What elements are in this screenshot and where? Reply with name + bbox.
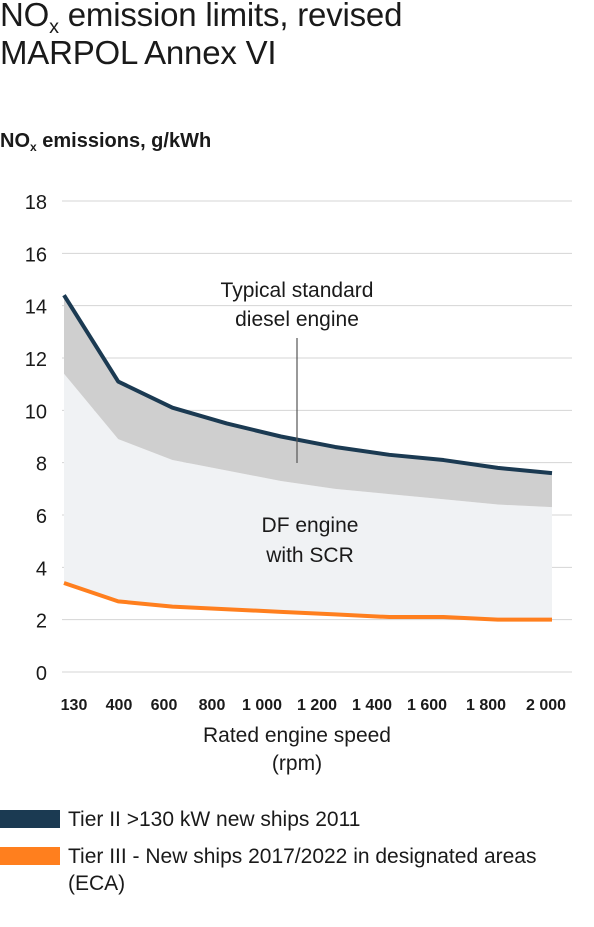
x-tick-label: 400 [106, 697, 133, 714]
tier2-line [62, 294, 553, 476]
legend-label-tier2: Tier II >130 kW new ships 2011 [68, 808, 361, 831]
chart-title: NOx emission limits, revised MARPOL Anne… [0, 0, 402, 72]
x-axis-label-line1: Rated engine speed [203, 724, 391, 747]
y-tick-label: 0 [36, 663, 47, 685]
y-axis-label-subscript: x [30, 140, 37, 155]
x-tick-label: 1 200 [297, 697, 337, 714]
title-subscript: x [49, 15, 59, 38]
y-tick-label: 14 [25, 297, 47, 319]
title-line2: MARPOL Annex VI [0, 34, 277, 71]
y-tick-label: 10 [25, 401, 47, 423]
y-axis-label: NOx emissions, g/kWh [0, 130, 211, 153]
x-tick-label: 1 600 [407, 697, 447, 714]
y-tick-label: 18 [25, 192, 47, 214]
title-nox: NO [0, 0, 50, 33]
annotation-df-line2: with SCR [265, 544, 354, 567]
y-tick-label: 6 [36, 506, 47, 528]
x-axis-label-line2: (rpm) [271, 752, 323, 775]
y-tick-label: 8 [36, 454, 47, 476]
x-tick-label: 1 400 [352, 697, 392, 714]
annotation-typical-line2: diesel engine [235, 308, 359, 331]
x-tick-label: 1 800 [466, 697, 506, 714]
x-tick-label: 1 000 [242, 697, 282, 714]
y-tick-label: 4 [36, 558, 47, 580]
legend-label-tier3: Tier III - New ships 2017/2022 in design… [68, 845, 537, 895]
title-line1-rest: emission limits, revised [58, 0, 403, 33]
x-axis-label: Rated engine speed (rpm) [0, 722, 594, 778]
y-tick-label: 2 [36, 611, 47, 633]
typical-diesel-band [64, 295, 552, 508]
legend-swatch-tier2 [0, 810, 60, 828]
legend-swatch-tier3 [0, 847, 60, 865]
legend: Tier II >130 kW new ships 2011 Tier III … [0, 806, 594, 907]
df-engine-band [64, 373, 552, 620]
annotation-typical-line1: Typical standard [221, 279, 374, 302]
x-tick-label: 130 [61, 697, 88, 714]
x-tick-label: 2 000 [526, 697, 566, 714]
x-tick-label: 800 [199, 697, 226, 714]
legend-item-tier3: Tier III - New ships 2017/2022 in design… [0, 843, 594, 897]
y-tick-label: 12 [25, 349, 47, 371]
y-axis-label-rest: emissions, g/kWh [36, 130, 212, 152]
y-tick-label: 16 [25, 244, 47, 266]
legend-item-tier2: Tier II >130 kW new ships 2011 [0, 806, 594, 833]
y-axis-label-nox: NO [0, 130, 30, 152]
x-tick-label: 600 [151, 697, 178, 714]
annotation-df-line1: DF engine [262, 514, 359, 537]
tier3-line [63, 581, 552, 622]
